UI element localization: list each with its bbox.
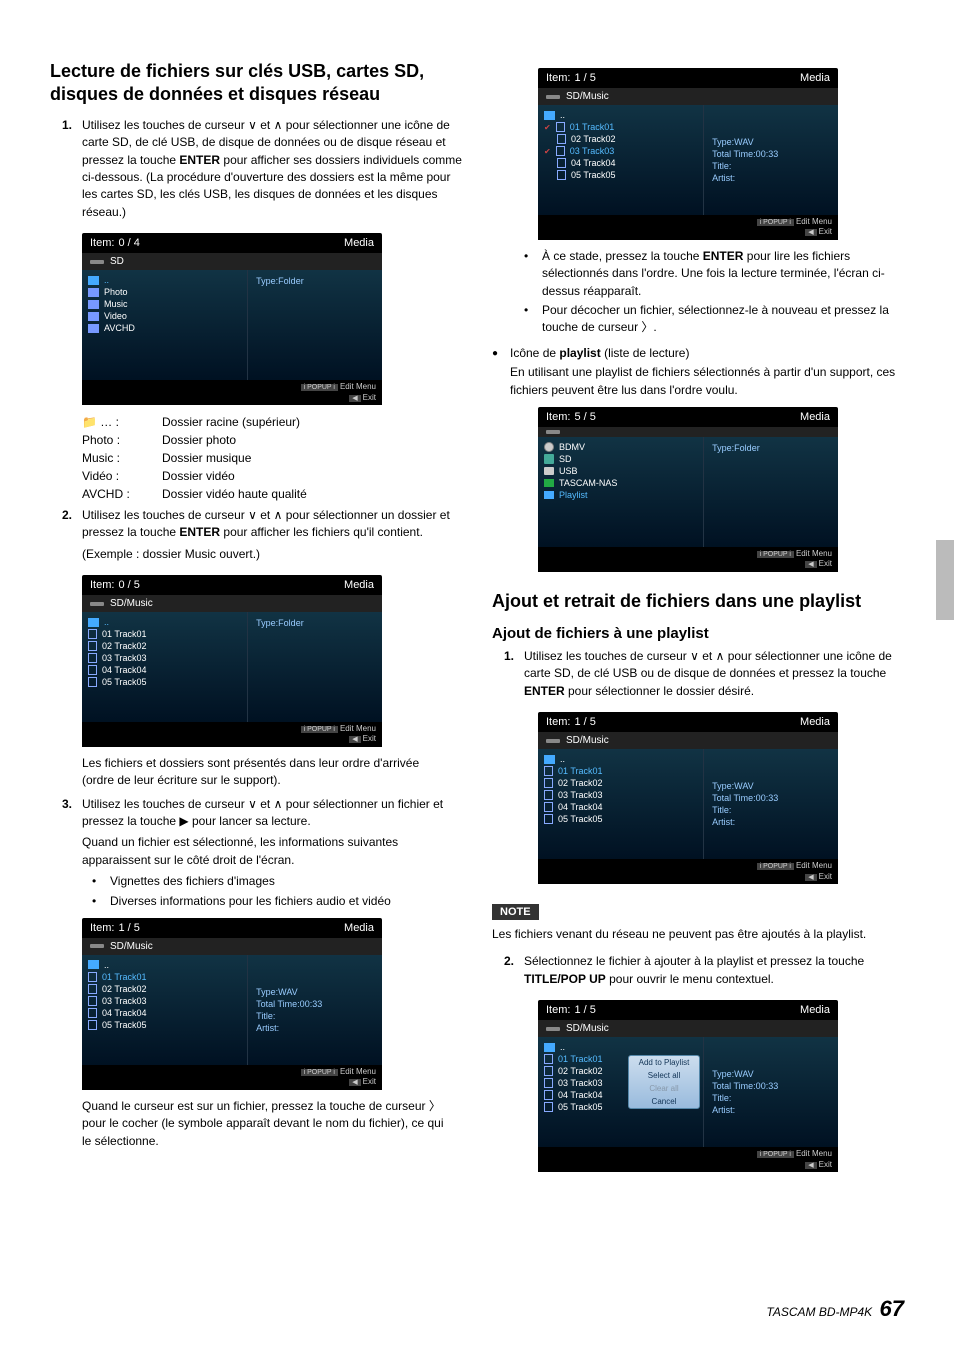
playlist-text: En utilisant une playlist de fichiers sé…	[510, 364, 904, 399]
folder-legend: 📁 … :Dossier racine (supérieur) Photo :D…	[82, 413, 462, 503]
step2-example: (Exemple : dossier Music ouvert.)	[82, 546, 462, 563]
screen-checked: Item:1 / 5Media SD/Music .. ✔01 Track01 …	[538, 68, 838, 240]
note-label: NOTE	[492, 904, 539, 920]
screen-root: Item:5 / 5Media BDMV SD USB TASCAM-NAS P…	[538, 407, 838, 572]
pl-step2-num: 2.	[492, 953, 524, 992]
screen-pl-select: Item:1 / 5Media SD/Music .. 01 Track01 0…	[538, 712, 838, 884]
step3-b2: Diverses informations pour les fichiers …	[110, 893, 391, 910]
screen-file-info: Item:1 / 5Media SD/Music .. 01 Track01 0…	[82, 918, 382, 1090]
step3-text: Utilisez les touches de curseur ∨ et ∧ p…	[82, 796, 462, 831]
side-tab	[936, 540, 954, 620]
pl-step1-num: 1.	[492, 648, 524, 704]
playlist-head: Icône de playlist (liste de lecture)	[510, 345, 904, 362]
caption-order: Les fichiers et dossiers sont présentés …	[82, 755, 452, 790]
screen-folders: Item:0 / 4Media SD .. Photo Music Video …	[82, 233, 382, 405]
right-b1: À ce stade, pressez la touche ENTER pour…	[542, 248, 904, 300]
note-text: Les fichiers venant du réseau ne peuvent…	[492, 926, 904, 943]
caption-check: Quand le curseur est sur un fichier, pre…	[82, 1098, 452, 1150]
step3-b1: Vignettes des fichiers d'images	[110, 873, 275, 890]
step2-num: 2.	[50, 507, 82, 567]
context-menu: Add to Playlist Select all Clear all Can…	[628, 1055, 700, 1109]
page-footer: TASCAM BD-MP4K 67	[766, 1296, 904, 1322]
section2-sub: Ajout de fichiers à une playlist	[492, 625, 904, 642]
screen-music-list: Item:0 / 5Media SD/Music .. 01 Track01 0…	[82, 575, 382, 747]
section1-title: Lecture de fichiers sur clés USB, cartes…	[50, 60, 462, 107]
step2-text: Utilisez les touches de curseur ∨ et ∧ p…	[82, 507, 462, 542]
step3-num: 3.	[50, 796, 82, 910]
step3-text2: Quand un fichier est sélectionné, les in…	[82, 834, 462, 869]
right-b2: Pour décocher un fichier, sélectionnez-l…	[542, 302, 904, 337]
step1-text: Utilisez les touches de curseur ∨ et ∧ p…	[82, 117, 462, 221]
pl-step2-text: Sélectionnez le fichier à ajouter à la p…	[524, 953, 904, 988]
step1-num: 1.	[50, 117, 82, 225]
pl-step1-text: Utilisez les touches de curseur ∨ et ∧ p…	[524, 648, 904, 700]
screen-context-menu: Item:1 / 5Media SD/Music .. 01 Track01 0…	[538, 1000, 838, 1172]
section2-title: Ajout et retrait de fichiers dans une pl…	[492, 590, 904, 613]
